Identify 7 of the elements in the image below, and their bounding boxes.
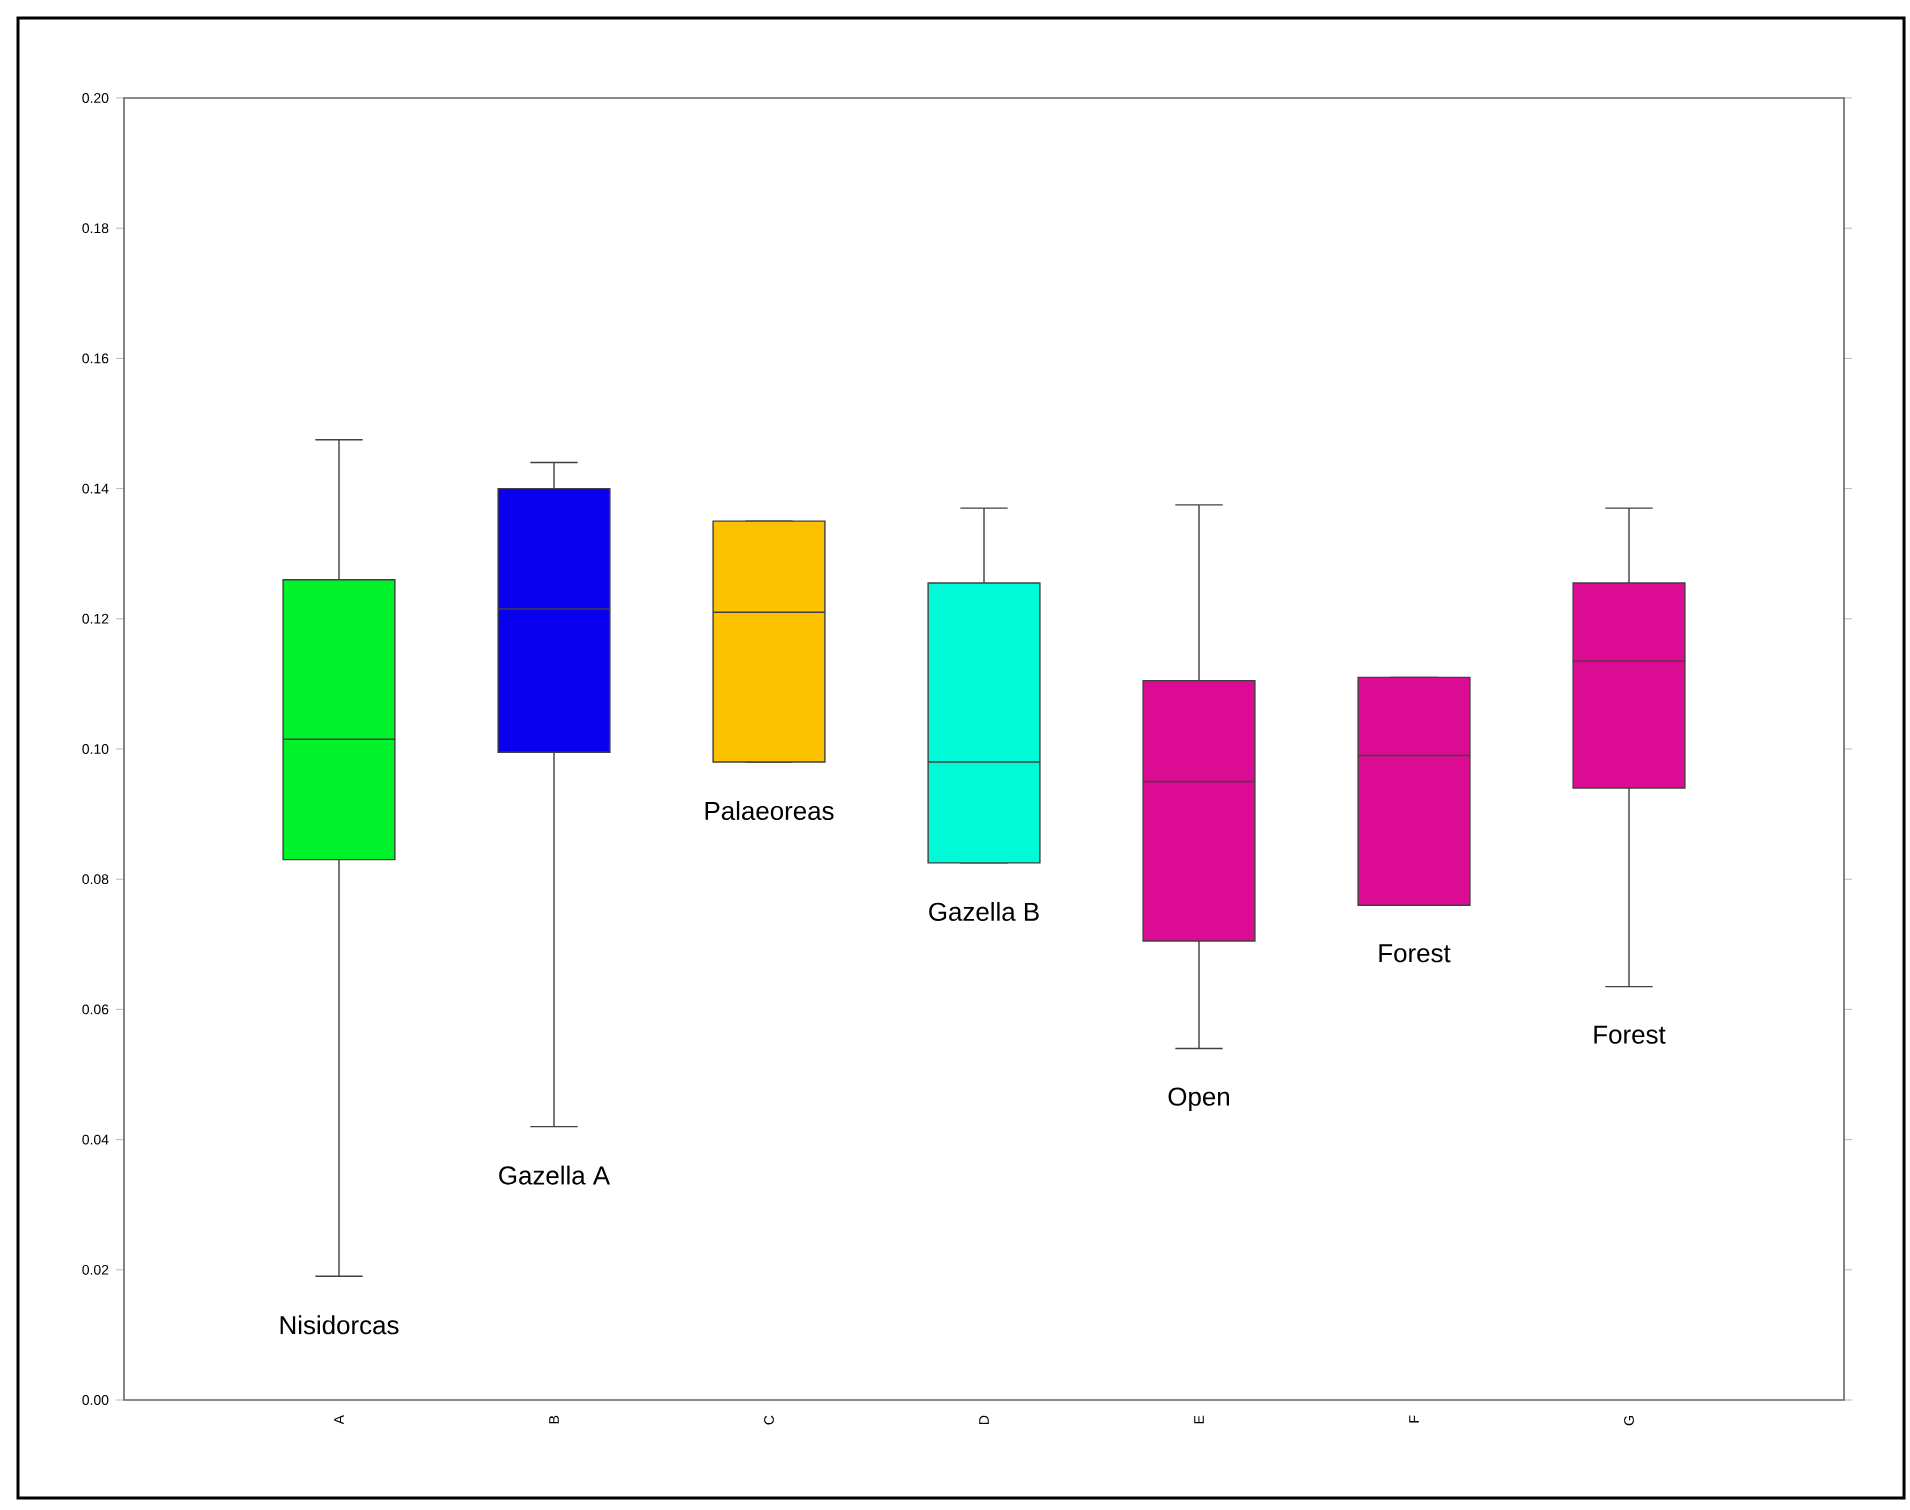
annotation: Gazella A xyxy=(499,1165,611,1185)
annotation: Gazella B xyxy=(929,901,1039,921)
annotation: Forest xyxy=(1594,1025,1666,1044)
annotation: Open xyxy=(1168,1087,1229,1111)
annotation: Nisidorcas xyxy=(280,1315,399,1335)
annotation: Palaeoreas xyxy=(705,801,834,821)
annotation: Forest xyxy=(1379,944,1451,963)
